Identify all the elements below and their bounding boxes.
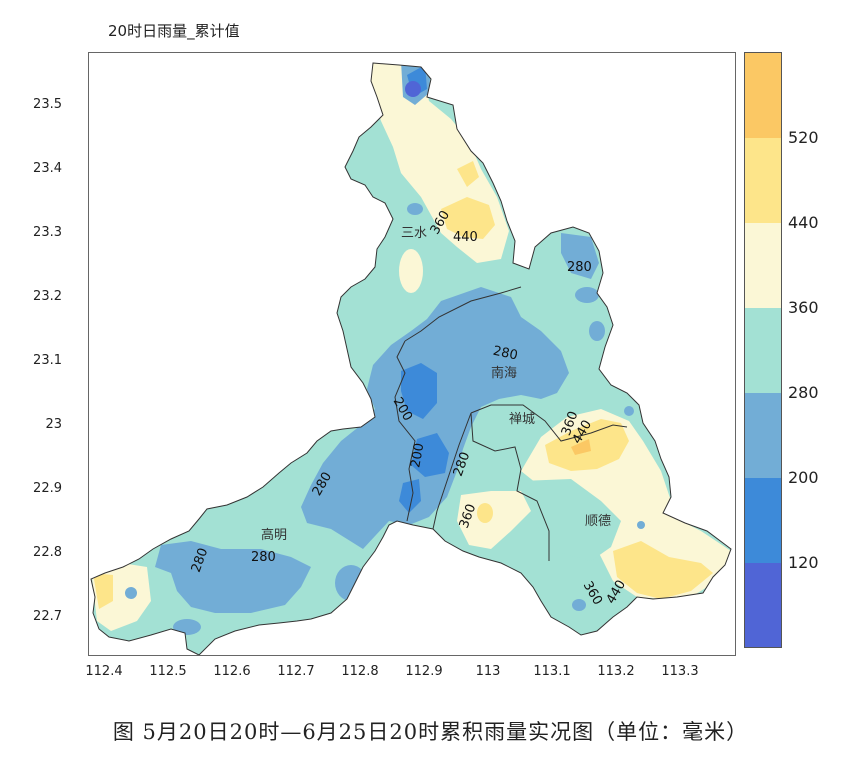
zone-120-200 bbox=[411, 433, 449, 477]
district-boundary bbox=[432, 412, 472, 530]
place-shunde: 顺德 bbox=[585, 514, 611, 529]
lat-tick: 22.8 bbox=[33, 545, 62, 560]
zone-200-280 bbox=[407, 203, 423, 215]
lon-tick: 113.1 bbox=[533, 664, 571, 679]
district-boundary bbox=[470, 404, 628, 442]
legend-label: 200 bbox=[788, 468, 819, 487]
zone-200-280 bbox=[575, 287, 599, 303]
district-boundary bbox=[394, 340, 416, 522]
lon-tick: 112.4 bbox=[85, 664, 123, 679]
rainfall-fill bbox=[91, 63, 731, 655]
zone-440-520 bbox=[613, 541, 713, 599]
place-chancheng: 禅城 bbox=[509, 412, 535, 427]
map-title: 20时日雨量_累计值 bbox=[108, 22, 240, 40]
zone-200-280 bbox=[173, 619, 201, 635]
zone-200-280 bbox=[589, 321, 605, 341]
zone-200-280 bbox=[335, 565, 367, 601]
zone-440-520 bbox=[477, 503, 493, 523]
zone-200-280 bbox=[637, 521, 645, 529]
legend-swatch bbox=[745, 53, 781, 138]
legend-swatch bbox=[745, 563, 781, 647]
legend-label: 360 bbox=[788, 298, 819, 317]
map-frame: 三水 南海 禅城 顺德 高明 360 440 280 280 200 200 2… bbox=[88, 52, 736, 656]
contour-label: 280 bbox=[492, 344, 519, 364]
contour-label: 440 bbox=[453, 230, 478, 245]
lon-tick: 113 bbox=[475, 664, 501, 679]
legend-label: 120 bbox=[788, 553, 819, 572]
legend-label: 520 bbox=[788, 128, 819, 147]
foshan-boundary bbox=[90, 62, 732, 655]
district-boundary bbox=[404, 286, 522, 342]
place-nanhai: 南海 bbox=[491, 365, 517, 381]
legend-swatch bbox=[745, 223, 781, 308]
zone-200-280 bbox=[561, 233, 599, 279]
contour-label: 200 bbox=[408, 442, 427, 469]
lat-tick: 22.9 bbox=[33, 481, 62, 496]
zone-200-280 bbox=[301, 287, 569, 549]
zone-440-520 bbox=[93, 573, 113, 609]
zone-200-280 bbox=[155, 541, 311, 613]
zone-440-520 bbox=[457, 161, 479, 187]
zone-200-280 bbox=[125, 587, 137, 599]
rainfall-map: 三水 南海 禅城 顺德 高明 360 440 280 280 200 200 2… bbox=[90, 62, 732, 655]
lat-tick: 23.1 bbox=[33, 353, 62, 368]
zone-440-520 bbox=[441, 197, 495, 239]
zone-520-plus bbox=[571, 439, 591, 455]
lon-tick: 112.7 bbox=[277, 664, 315, 679]
lat-tick: 23.4 bbox=[33, 161, 62, 176]
place-gaoming: 高明 bbox=[261, 527, 287, 543]
legend-swatch bbox=[745, 478, 781, 563]
zone-below-120 bbox=[405, 81, 421, 97]
zone-360-440 bbox=[457, 491, 531, 549]
district-boundary bbox=[470, 412, 550, 561]
contour-label: 280 bbox=[251, 550, 276, 565]
legend-swatch bbox=[745, 138, 781, 223]
lat-tick: 23.2 bbox=[33, 289, 62, 304]
color-legend bbox=[744, 52, 782, 648]
lat-tick: 23 bbox=[45, 417, 62, 432]
lon-tick: 112.5 bbox=[149, 664, 187, 679]
zone-200-280 bbox=[624, 406, 634, 416]
legend-label: 280 bbox=[788, 383, 819, 402]
legend-swatch bbox=[745, 393, 781, 478]
zone-200-280 bbox=[572, 599, 586, 611]
lat-tick: 23.3 bbox=[33, 225, 62, 240]
zone-280-360 bbox=[521, 479, 621, 561]
lat-tick: 23.5 bbox=[33, 97, 62, 112]
figure-caption: 图 5月20日20时—6月25日20时累积雨量实况图（单位：毫米） bbox=[112, 720, 749, 744]
lat-tick: 22.7 bbox=[33, 609, 62, 624]
legend-label: 440 bbox=[788, 213, 819, 232]
lon-tick: 112.8 bbox=[341, 664, 379, 679]
lon-tick: 112.9 bbox=[405, 664, 443, 679]
lon-tick: 113.3 bbox=[661, 664, 699, 679]
place-sanshui: 三水 bbox=[401, 226, 427, 241]
zone-120-200 bbox=[401, 363, 437, 419]
lon-tick: 112.6 bbox=[213, 664, 251, 679]
contour-label: 280 bbox=[567, 260, 592, 275]
legend-swatch bbox=[745, 308, 781, 393]
zone-360-440 bbox=[399, 249, 423, 293]
zone-120-200 bbox=[399, 479, 421, 513]
lon-tick: 113.2 bbox=[597, 664, 635, 679]
